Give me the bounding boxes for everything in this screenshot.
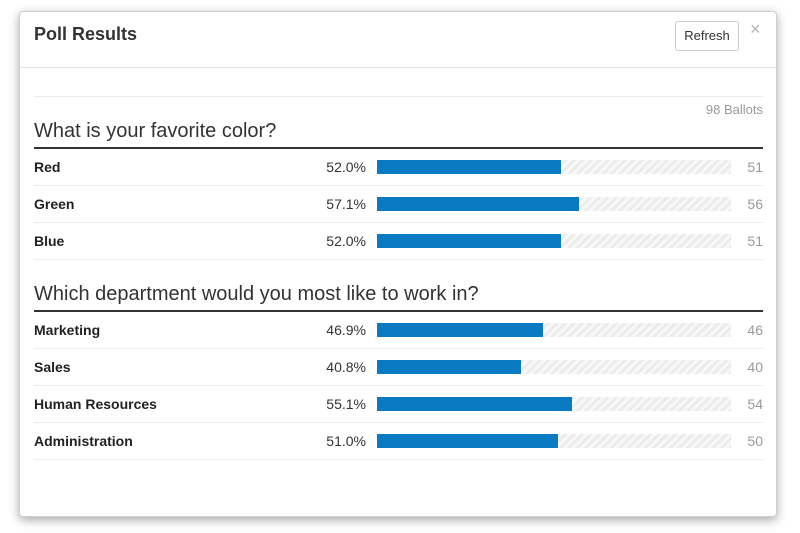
option-label: Green <box>34 196 75 212</box>
modal-header: Poll Results Refresh × <box>20 12 776 68</box>
option-label: Blue <box>34 233 65 249</box>
option-row: Marketing 46.9% 46 <box>34 312 763 349</box>
result-bar-fill <box>377 197 580 211</box>
question-title: What is your favorite color? <box>34 117 763 149</box>
result-bar-track <box>377 234 731 248</box>
option-row: Red 52.0% 51 <box>34 149 763 186</box>
option-row: Green 57.1% 56 <box>34 186 763 223</box>
option-percent: 46.9% <box>326 322 366 338</box>
option-percent: 55.1% <box>326 396 366 412</box>
option-percent: 52.0% <box>326 233 366 249</box>
result-bar-track <box>377 360 731 374</box>
result-bar-fill <box>377 360 522 374</box>
option-count: 46 <box>747 322 763 338</box>
ballot-count: 98 Ballots <box>705 102 763 117</box>
result-bar-track <box>377 197 731 211</box>
poll-content: 98 Ballots What is your favorite color? … <box>34 96 763 480</box>
option-label: Red <box>34 159 61 175</box>
result-bar-fill <box>377 397 573 411</box>
result-bar-track <box>377 397 731 411</box>
divider <box>34 96 763 97</box>
result-bar-fill <box>377 434 558 448</box>
option-count: 51 <box>747 159 763 175</box>
option-percent: 57.1% <box>326 196 366 212</box>
result-bar-fill <box>377 160 562 174</box>
question-title: Which department would you most like to … <box>34 280 763 312</box>
option-label: Marketing <box>34 322 101 338</box>
option-row: Sales 40.8% 40 <box>34 349 763 386</box>
result-bar-track <box>377 434 731 448</box>
option-label: Human Resources <box>34 396 157 412</box>
option-count: 40 <box>747 359 763 375</box>
option-percent: 52.0% <box>326 159 366 175</box>
option-count: 54 <box>747 396 763 412</box>
option-count: 56 <box>747 196 763 212</box>
result-bar-fill <box>377 234 562 248</box>
result-bar-track <box>377 160 731 174</box>
question-block: Which department would you most like to … <box>34 280 763 460</box>
option-count: 50 <box>747 433 763 449</box>
close-icon[interactable]: × <box>750 19 761 39</box>
option-row: Administration 51.0% 50 <box>34 423 763 460</box>
result-bar-track <box>377 323 731 337</box>
poll-results-modal: Poll Results Refresh × 98 Ballots What i… <box>19 11 777 517</box>
option-percent: 51.0% <box>326 433 366 449</box>
option-row: Human Resources 55.1% 54 <box>34 386 763 423</box>
option-row: Blue 52.0% 51 <box>34 223 763 260</box>
option-label: Sales <box>34 359 71 375</box>
question-block: What is your favorite color? Red 52.0% 5… <box>34 117 763 260</box>
refresh-button[interactable]: Refresh <box>675 21 739 51</box>
option-label: Administration <box>34 433 133 449</box>
option-count: 51 <box>747 233 763 249</box>
option-percent: 40.8% <box>326 359 366 375</box>
result-bar-fill <box>377 323 544 337</box>
modal-title: Poll Results <box>34 24 138 44</box>
